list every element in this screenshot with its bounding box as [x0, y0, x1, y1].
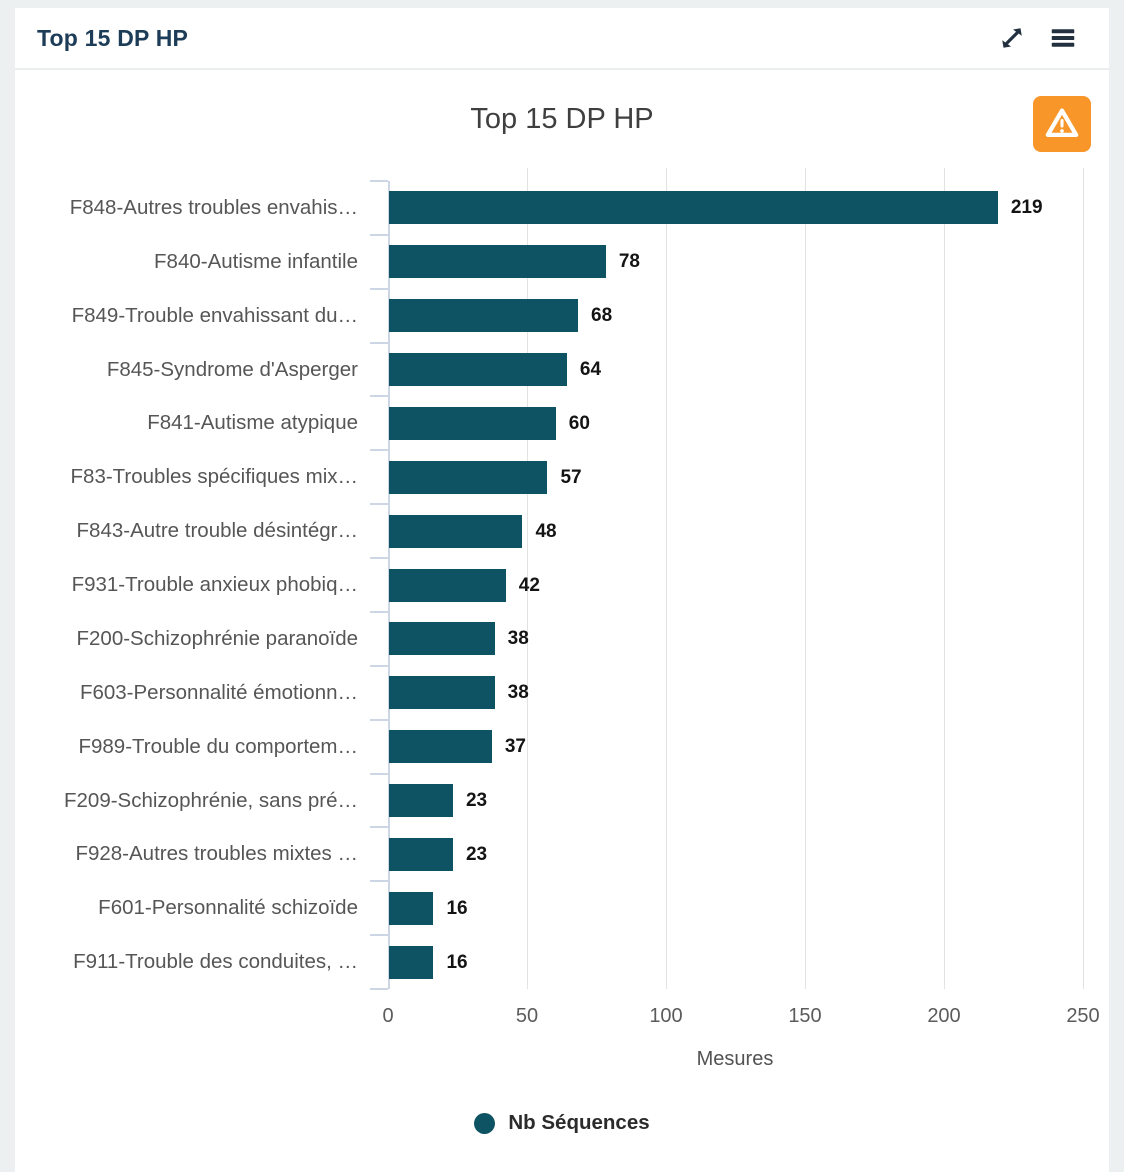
y-axis-tick — [370, 503, 388, 506]
bar-value-label: 16 — [446, 951, 468, 973]
category-label: F601-Personnalité schizoïde — [98, 896, 358, 920]
category-label: F83-Troubles spécifiques mix… — [70, 465, 358, 489]
expand-button[interactable] — [995, 21, 1029, 58]
bar[interactable] — [389, 622, 495, 656]
gridline — [666, 168, 667, 989]
y-axis-tick — [370, 988, 388, 991]
bar[interactable] — [389, 891, 434, 925]
category-label: F849-Trouble envahissant du… — [71, 303, 358, 327]
gridline — [944, 168, 945, 989]
bar-value-label: 16 — [446, 897, 468, 919]
bar[interactable] — [389, 245, 606, 279]
bar-value-label: 68 — [591, 305, 613, 327]
legend-label: Nb Séquences — [508, 1111, 650, 1134]
menu-icon — [1047, 23, 1079, 56]
y-axis-tick — [370, 449, 388, 452]
category-label: F911-Trouble des conduites, … — [73, 950, 358, 974]
gridline — [805, 168, 806, 989]
x-axis-tick-label: 50 — [515, 1005, 539, 1027]
bar-value-label: 78 — [618, 251, 640, 273]
category-label: F848-Autres troubles envahis… — [69, 196, 358, 219]
panel-header: Top 15 DP HP — [15, 8, 1109, 70]
y-axis-tick — [370, 610, 388, 613]
bar[interactable] — [389, 191, 998, 225]
bar-value-label: 23 — [465, 790, 488, 811]
bar-value-label: 38 — [507, 628, 529, 650]
bar-value-label: 38 — [507, 682, 529, 704]
panel-title: Top 15 DP HP — [37, 24, 189, 51]
category-label: F989-Trouble du comportem… — [78, 734, 358, 758]
bar-value-label: 37 — [504, 736, 526, 758]
legend-marker-circle-icon — [474, 1112, 496, 1134]
x-axis-tick-label: 200 — [927, 1005, 961, 1027]
y-axis-tick — [370, 180, 388, 182]
category-label: F845-Syndrome d'Asperger — [106, 357, 358, 381]
bar-value-label: 60 — [568, 412, 590, 434]
x-axis-tick-label: 0 — [382, 1005, 394, 1027]
category-label: F928-Autres troubles mixtes … — [75, 842, 358, 866]
bar-value-label: 48 — [535, 520, 557, 542]
bar-value-label: 57 — [560, 466, 582, 488]
x-axis-tick-label: 100 — [649, 1005, 683, 1027]
y-axis-tick — [370, 772, 388, 775]
bar[interactable] — [389, 784, 453, 817]
category-label: F603-Personnalité émotionn… — [79, 680, 358, 704]
panel-actions — [995, 8, 1081, 70]
y-axis-tick — [370, 880, 388, 883]
x-axis-title: Mesures — [696, 1048, 774, 1070]
chart-title: Top 15 DP HP — [470, 103, 654, 135]
category-label: F209-Schizophrénie, sans pré… — [64, 788, 358, 812]
bar-value-label: 23 — [465, 843, 488, 865]
gridline — [527, 168, 528, 989]
category-label: F931-Trouble anxieux phobiq… — [71, 573, 358, 597]
y-axis-tick — [370, 287, 388, 290]
category-label: F840-Autisme infantile — [154, 249, 358, 273]
legend-item-nb-sequences[interactable]: Nb Séquences — [15, 1111, 1109, 1135]
y-axis-tick — [370, 664, 388, 667]
warning-button[interactable] — [1033, 96, 1091, 152]
gridline — [1083, 168, 1084, 989]
category-label: F200-Schizophrénie paranoïde — [76, 626, 359, 650]
bar-value-label: 42 — [518, 574, 540, 596]
category-label: F843-Autre trouble désintégr… — [76, 519, 358, 543]
warning-triangle-icon — [1045, 107, 1079, 142]
bar[interactable] — [389, 945, 434, 979]
bar[interactable] — [389, 568, 506, 602]
y-axis-tick — [370, 395, 388, 398]
bar[interactable] — [389, 730, 492, 764]
y-axis-tick — [370, 557, 388, 560]
y-axis-tick — [370, 718, 388, 721]
menu-button[interactable] — [1045, 21, 1081, 58]
y-axis-tick — [370, 233, 388, 236]
bar[interactable] — [389, 676, 495, 710]
bar[interactable] — [389, 460, 548, 494]
chart-panel: Top 15 DP HP — [15, 8, 1109, 1172]
bar[interactable] — [389, 837, 453, 871]
bar[interactable] — [389, 353, 567, 387]
bar[interactable] — [389, 406, 556, 440]
bar-value-label: 219 — [1010, 197, 1043, 219]
x-axis-tick-label: 150 — [788, 1005, 822, 1027]
y-axis-tick — [370, 934, 388, 937]
y-axis-tick — [370, 341, 388, 344]
category-label: F841-Autisme atypique — [147, 411, 358, 435]
x-axis-tick-label: 250 — [1066, 1005, 1100, 1027]
bar[interactable] — [389, 299, 579, 333]
bar[interactable] — [389, 514, 523, 548]
expand-icon — [997, 23, 1027, 56]
bar-value-label: 64 — [579, 359, 602, 381]
y-axis-tick — [370, 826, 388, 829]
